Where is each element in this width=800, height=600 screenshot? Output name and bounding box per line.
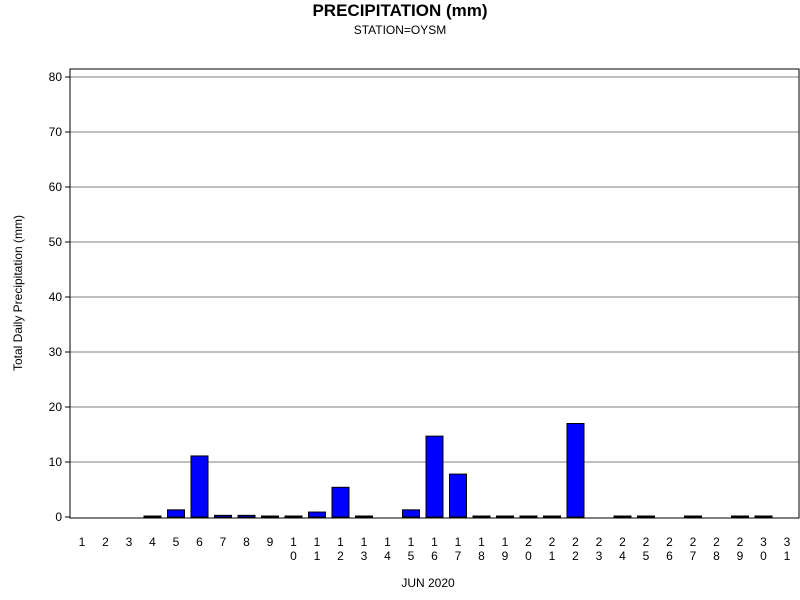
- bar: [190, 455, 209, 518]
- x-tick-label: 2: [102, 535, 109, 549]
- x-axis: 1 2 3 4 5 6 7 8 9 1 01 11 21 31 41 51 61 71 81 92 02 12 22 32 42…: [79, 535, 791, 563]
- bar: [425, 435, 444, 518]
- x-tick-label: 1: [79, 535, 86, 549]
- bar: [566, 423, 585, 518]
- x-tick-label: 6: [196, 535, 203, 549]
- chart-subtitle: STATION=OYSM: [353, 23, 447, 37]
- bar: [143, 515, 162, 518]
- bar: [237, 514, 256, 518]
- plot-frame: [69, 68, 800, 519]
- bar: [496, 515, 514, 518]
- bar: [331, 486, 350, 518]
- chart-title: PRECIPITATION (mm): [312, 1, 488, 20]
- y-tick-label: 10: [49, 455, 63, 469]
- bar: [731, 515, 749, 518]
- bar: [167, 509, 185, 518]
- bar: [684, 515, 702, 518]
- bar: [543, 515, 561, 518]
- grid-lines: [70, 76, 799, 463]
- bar: [449, 473, 467, 518]
- bar: [754, 515, 773, 518]
- bar: [519, 515, 538, 518]
- x-tick-label: 9: [267, 535, 274, 549]
- x-tick-label: 3: [126, 535, 133, 549]
- y-axis: 0 10 20 30 40 50 60 70 80: [49, 70, 70, 524]
- bar: [261, 515, 279, 518]
- bar: [284, 515, 303, 518]
- x-tick-label: 7: [220, 535, 227, 549]
- y-axis-label: Total Daily Precipitation (mm): [11, 215, 25, 371]
- bar: [613, 515, 632, 518]
- bar: [472, 515, 491, 518]
- bar-series: [143, 423, 773, 518]
- y-tick-label: 20: [49, 400, 63, 414]
- y-tick-label: 0: [55, 510, 62, 524]
- bar: [308, 511, 326, 518]
- bar: [214, 514, 232, 518]
- x-tick-label: 5: [173, 535, 180, 549]
- x-tick-label: 8: [243, 535, 250, 549]
- bar: [637, 515, 655, 518]
- y-tick-label: 40: [49, 290, 63, 304]
- x-tick-label: 4: [149, 535, 156, 549]
- x-axis-label: JUN 2020: [401, 576, 455, 590]
- y-tick-label: 30: [49, 345, 63, 359]
- y-tick-label: 80: [49, 70, 63, 84]
- y-tick-label: 60: [49, 180, 63, 194]
- bar: [355, 515, 373, 518]
- y-tick-label: 50: [49, 235, 63, 249]
- bar: [402, 509, 420, 518]
- y-tick-label: 70: [49, 125, 63, 139]
